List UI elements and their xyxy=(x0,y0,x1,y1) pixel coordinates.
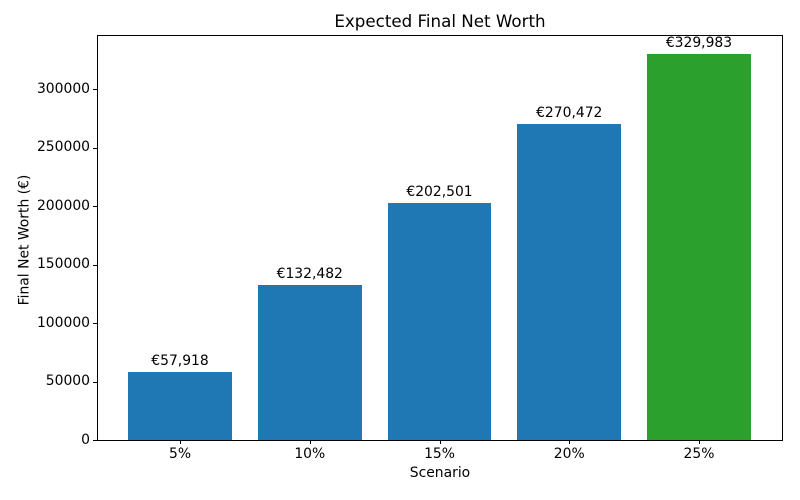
y-tick-label: 200000 xyxy=(36,197,90,214)
bar-value-label: €270,472 xyxy=(536,104,603,121)
x-tick-mark xyxy=(439,440,441,444)
y-tick-mark xyxy=(93,89,97,91)
y-tick-mark xyxy=(93,323,97,325)
y-tick-mark xyxy=(93,206,97,208)
y-tick-label: 150000 xyxy=(36,256,90,273)
x-tick-label: 15% xyxy=(424,446,455,462)
x-tick-label: 25% xyxy=(683,446,715,462)
bar-value-label: €132,482 xyxy=(276,266,343,283)
x-axis-label: Scenario xyxy=(409,465,471,481)
y-tick-mark xyxy=(93,381,97,383)
y-tick-label: 300000 xyxy=(36,80,90,97)
bar-value-label: €57,918 xyxy=(151,353,209,370)
y-tick-label: 50000 xyxy=(45,373,90,390)
x-tick-label: 20% xyxy=(553,446,585,462)
x-tick-mark xyxy=(698,440,700,444)
plot-area xyxy=(97,35,783,441)
bar-value-label: €202,501 xyxy=(406,184,473,201)
x-tick-mark xyxy=(309,440,311,444)
bar-20% xyxy=(517,123,622,440)
bar-15% xyxy=(387,203,492,440)
bar-10% xyxy=(257,285,362,440)
y-tick-mark xyxy=(93,440,97,441)
y-tick-mark xyxy=(93,264,97,266)
y-tick-label: 100000 xyxy=(36,314,90,331)
bar-25% xyxy=(647,54,751,440)
y-axis-label-text: Final Net Worth (€) xyxy=(16,174,33,306)
x-tick-mark xyxy=(569,440,571,444)
x-tick-mark xyxy=(180,440,182,444)
y-tick-mark xyxy=(93,147,97,149)
y-tick-label: 0 xyxy=(81,431,90,448)
y-tick-label: 250000 xyxy=(36,139,90,156)
x-tick-label: 10% xyxy=(294,446,326,462)
bar-5% xyxy=(128,372,232,440)
chart-title: Expected Final Net Worth xyxy=(334,11,546,31)
bar-value-label: €329,983 xyxy=(665,35,733,52)
x-tick-label: 5% xyxy=(168,446,192,462)
